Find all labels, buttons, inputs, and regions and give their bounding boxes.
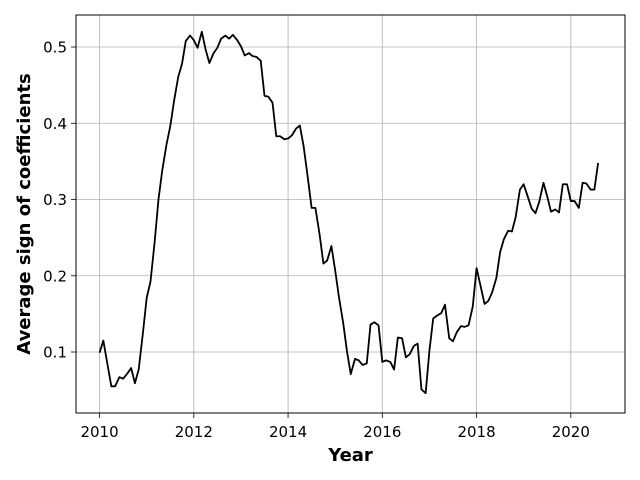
x-tick-label: 2018 — [457, 423, 495, 441]
series-line-0 — [98, 30, 600, 395]
y-tick-label: 0.3 — [43, 191, 67, 209]
x-tick-label: 2020 — [552, 423, 590, 441]
y-axis-ticks: 0.1 0.2 0.3 0.4 0.5 — [43, 39, 76, 362]
y-tick-label: 0.5 — [43, 39, 67, 57]
x-axis-title: Year — [327, 445, 373, 466]
y-axis-title: Average sign of coefficients — [14, 73, 35, 354]
series-layer — [98, 30, 600, 395]
x-tick-label: 2010 — [80, 423, 118, 441]
x-tick-label: 2012 — [175, 423, 213, 441]
y-tick-label: 0.2 — [43, 267, 67, 285]
y-tick-label: 0.4 — [43, 115, 67, 133]
plot-area-frame — [75, 14, 626, 414]
x-tick-label: 2014 — [269, 423, 307, 441]
x-tick-label: 2016 — [363, 423, 401, 441]
grid-lines — [76, 15, 625, 413]
x-axis-ticks: 2010 2012 2014 2016 2018 2020 — [80, 413, 590, 441]
y-tick-label: 0.1 — [43, 344, 67, 362]
